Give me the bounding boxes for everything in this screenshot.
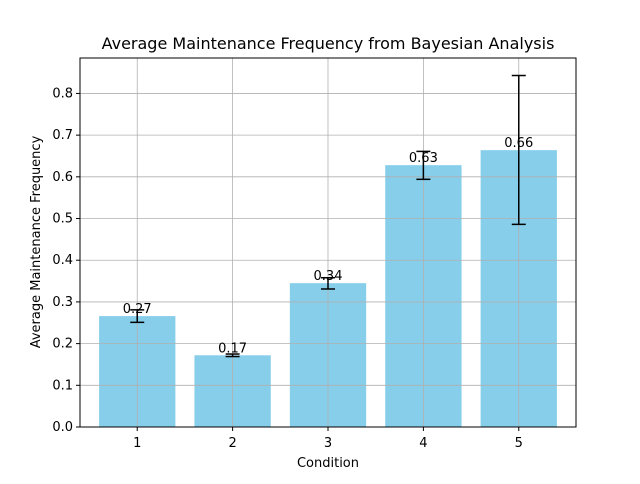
y-tick-label: 0.1 (52, 378, 73, 393)
x-tick-label: 2 (228, 436, 236, 451)
ticks: 0.0 0.1 0.2 0.3 0.4 0.5 0.6 0.7 0.8 1 2 3 4 5 (52, 86, 523, 451)
data-label: 0.34 (314, 269, 343, 284)
x-axis-label: Condition (297, 456, 359, 471)
x-tick-label: 1 (133, 436, 141, 451)
data-label: 0.27 (123, 302, 152, 317)
grid (80, 58, 576, 428)
x-tick-label: 4 (419, 436, 427, 451)
y-tick-label: 0.0 (52, 420, 73, 435)
y-tick-label: 0.3 (52, 295, 73, 310)
y-axis-label: Average Maintenance Frequency (29, 135, 44, 348)
chart-title: Average Maintenance Frequency from Bayes… (102, 34, 555, 53)
y-tick-label: 0.7 (52, 128, 73, 143)
plot-frame (79, 57, 577, 428)
y-tick-label: 0.2 (52, 337, 73, 352)
data-label: 0.63 (409, 151, 438, 166)
y-tick-label: 0.6 (52, 170, 73, 185)
x-tick-label: 5 (515, 436, 523, 451)
y-tick-label: 0.5 (52, 212, 73, 227)
data-label: 0.66 (504, 136, 533, 151)
y-tick-label: 0.4 (52, 253, 73, 268)
data-label: 0.17 (218, 341, 247, 356)
x-tick-label: 3 (324, 436, 332, 451)
y-tick-label: 0.8 (52, 86, 73, 101)
